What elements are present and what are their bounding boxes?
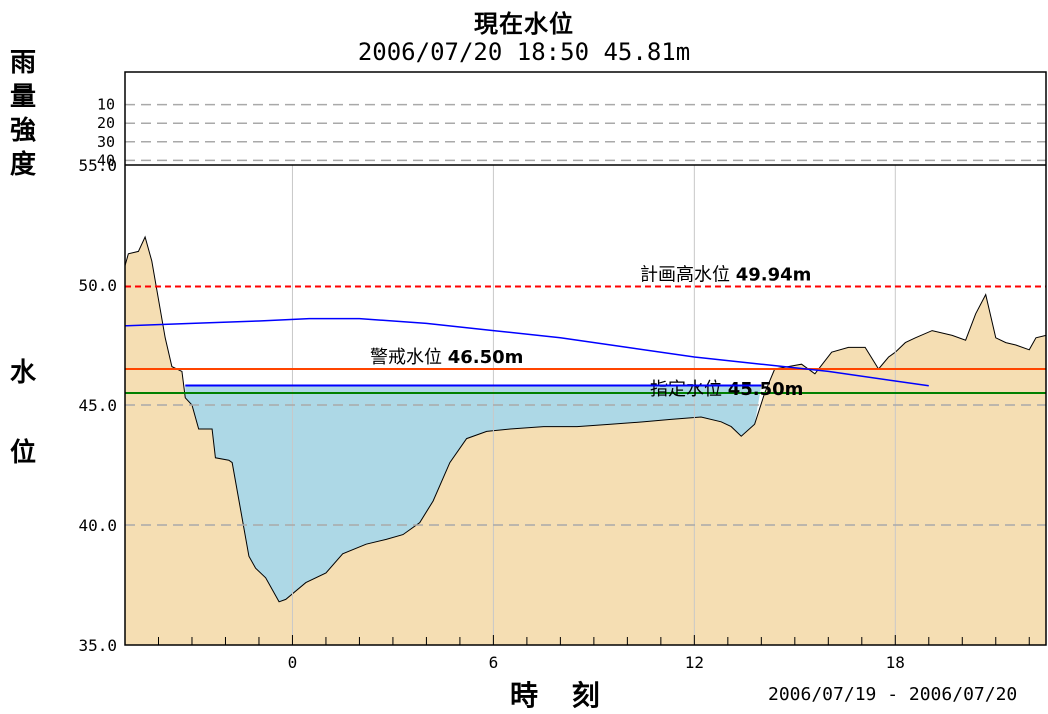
rain-axis-label-char: 度: [10, 150, 37, 180]
threshold-name: 指定水位: [650, 379, 728, 400]
y-tick-label: 55.0: [78, 156, 117, 175]
water-area: [185, 385, 762, 602]
chart-title: 現在水位: [474, 10, 574, 38]
chart-subtitle: 2006/07/20 18:50 45.81m: [357, 38, 691, 66]
threshold-value: 46.50m: [448, 347, 524, 368]
rain-axis-label-char: 強: [10, 116, 37, 146]
y-tick-label: 40.0: [78, 516, 117, 535]
rain-tick-label: 30: [97, 133, 115, 151]
rain-tick-label: 10: [97, 96, 115, 114]
threshold-label: 警戒水位 46.50m: [370, 347, 523, 368]
x-tick-label: 0: [288, 653, 298, 672]
rain-axis-label-char: 雨: [10, 48, 37, 78]
rain-axis-label-char: 量: [10, 82, 37, 112]
rain-tick-label: 40: [97, 151, 115, 169]
series-line: [124, 317, 929, 387]
y-tick-label: 50.0: [78, 276, 117, 295]
x-tick-label: 12: [685, 653, 704, 672]
rain-tick-label: 20: [97, 114, 115, 132]
threshold-name: 警戒水位: [370, 347, 448, 368]
date-range: 2006/07/19 - 2006/07/20: [768, 684, 1018, 705]
x-axis-label: 時 刻: [510, 679, 612, 712]
plot-frame: [124, 71, 1047, 646]
y-tick-label: 35.0: [78, 636, 117, 655]
terrain-outline: [124, 235, 1047, 603]
x-tick-label: 6: [489, 653, 499, 672]
threshold-label: 計画高水位 49.94m: [640, 264, 811, 285]
level-axis-label-char: 水: [10, 358, 37, 388]
threshold-label: 指定水位 45.50m: [650, 379, 803, 400]
terrain-area: [125, 237, 1046, 645]
threshold-value: 45.50m: [728, 379, 804, 400]
threshold-name: 計画高水位: [640, 264, 736, 285]
x-tick-label: 18: [886, 653, 905, 672]
threshold-value: 49.94m: [736, 264, 812, 285]
y-tick-label: 45.0: [78, 396, 117, 415]
level-axis-label-char: 位: [10, 438, 37, 468]
